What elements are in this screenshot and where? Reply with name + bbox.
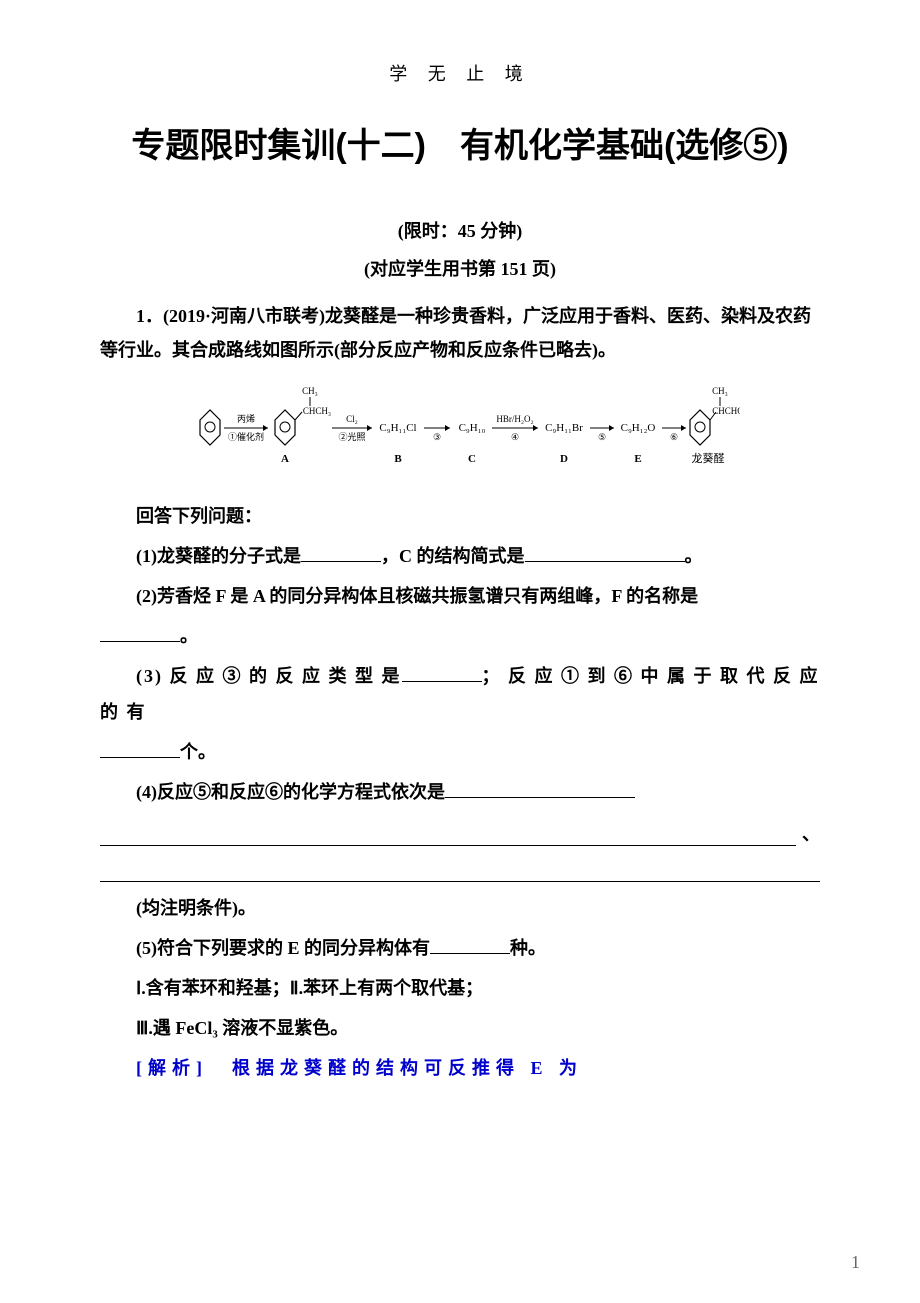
node-e: C₉H₁₂O E <box>621 422 656 465</box>
nodeD-formula: C₉H₁₁Br <box>545 422 583 434</box>
p5-prefix: (5)符合下列要求的 E 的同分异构体有 <box>136 938 430 958</box>
header-motto: 学 无 止 境 <box>100 60 820 86</box>
blank-p1a <box>301 544 381 562</box>
arrow4-bottom-label: ④ <box>511 432 519 442</box>
p1-prefix: (1)龙葵醛的分子式是 <box>136 546 301 566</box>
product-label: 龙葵醛 <box>692 451 725 465</box>
blank-line-p4b <box>100 854 820 882</box>
p3-prefix: (3) 反 应 ③ 的 反 应 类 型 是 <box>136 666 402 686</box>
nodeD-label: D <box>560 453 568 465</box>
node-c: C₉H₁₀ C <box>459 422 486 465</box>
blank-p3b <box>100 740 180 758</box>
question-number: 1． <box>136 306 163 326</box>
synthesis-diagram: 丙烯 ①催化剂 CHCH₃ CH₃ A Cl₂ ②光照 C₉H₁₁Cl B <box>100 380 820 480</box>
product-structure: CHCHO CH₃ 龙葵醛 <box>690 386 740 465</box>
analysis-text-suffix: E 为 <box>531 1058 584 1078</box>
p1-suffix: 。 <box>685 546 703 566</box>
nodeE-label: E <box>634 453 641 465</box>
subtitle-page-ref: (对应学生用书第 151 页) <box>100 255 820 281</box>
question-part-2: (2)芳香烃 F 是 A 的同分异构体且核磁共振氢谱只有两组峰，F 的名称是 <box>100 578 820 614</box>
product-top: CH₃ <box>712 386 728 396</box>
p5-suffix: 种。 <box>510 938 546 958</box>
arrow2-top-label: Cl₂ <box>346 414 358 424</box>
nodeC-label: C <box>468 453 476 465</box>
nodeB-formula: C₉H₁₁Cl <box>379 422 416 434</box>
question-part-3-blank: 个。 <box>100 734 820 770</box>
question-part-4: (4)反应⑤和反应⑥的化学方程式依次是 <box>100 774 820 810</box>
arrow-3: ③ <box>424 425 450 442</box>
product-mid: CHCHO <box>712 406 740 416</box>
p1-mid: ，C 的结构简式是 <box>381 546 525 566</box>
nodeA-mid: CHCH₃ <box>303 406 331 416</box>
node-d: C₉H₁₁Br D <box>545 422 583 465</box>
main-title: 专题限时集训(十二) 有机化学基础(选修⑤) <box>100 116 820 177</box>
question-source: (2019·河南八市联考) <box>163 306 325 326</box>
p4-prefix: (4)反应⑤和反应⑥的化学方程式依次是 <box>136 782 445 802</box>
arrow4-top-label: HBr/H₂O₂ <box>496 414 533 424</box>
arrow-6: ⑥ <box>662 425 686 442</box>
blank-p4-inline <box>445 780 635 798</box>
arrow-1: 丙烯 ①催化剂 <box>224 413 268 442</box>
condition-2: Ⅲ.遇 FeCl₃ 溶液不显紫色。 <box>100 1010 820 1046</box>
p2-suffix: 。 <box>180 626 198 646</box>
question-part-2-blank: 。 <box>100 618 820 654</box>
arrow2-bottom-label: ②光照 <box>338 431 365 442</box>
analysis-text-prefix: 根据龙葵醛的结构可反推得 <box>232 1058 520 1078</box>
question-part-5: (5)符合下列要求的 E 的同分异构体有 种。 <box>100 930 820 966</box>
nodeE-formula: C₉H₁₂O <box>621 422 656 434</box>
arrow-5: ⑤ <box>590 425 614 442</box>
blank-line-p4a: 、 <box>100 818 820 846</box>
question-part-1: (1)龙葵醛的分子式是 ，C 的结构简式是 。 <box>100 538 820 574</box>
nodeA-top: CH₃ <box>302 386 318 396</box>
question-part-4-note: (均注明条件)。 <box>100 890 820 926</box>
arrow5-bottom-label: ⑤ <box>598 432 606 442</box>
node-a-structure: CHCH₃ CH₃ A <box>275 386 331 465</box>
node-b: C₉H₁₁Cl B <box>379 422 416 465</box>
analysis-line: [解析] 根据龙葵醛的结构可反推得 E 为 <box>100 1050 820 1086</box>
benzene-start-icon <box>200 410 220 445</box>
subtitle-time-limit: (限时：45 分钟) <box>100 217 820 243</box>
condition-1: Ⅰ.含有苯环和羟基；Ⅱ.苯环上有两个取代基； <box>100 970 820 1006</box>
blank-p3a <box>402 664 482 682</box>
nodeC-formula: C₉H₁₀ <box>459 422 486 434</box>
nodeA-label: A <box>281 453 289 465</box>
question-part-3: (3) 反 应 ③ 的 反 应 类 型 是； 反 应 ① 到 ⑥ 中 属 于 取… <box>100 658 820 730</box>
nodeB-label: B <box>394 453 402 465</box>
arrow3-bottom-label: ③ <box>433 432 441 442</box>
analysis-label: [解析] <box>136 1058 208 1078</box>
arrow-2: Cl₂ ②光照 <box>332 414 372 442</box>
question-intro: 1．(2019·河南八市联考)龙葵醛是一种珍贵香料，广泛应用于香料、医药、染料及… <box>100 299 820 367</box>
p3-suffix: 个。 <box>180 742 216 762</box>
p4-sep: 、 <box>796 820 820 846</box>
arrow1-bottom-label: ①催化剂 <box>228 431 264 442</box>
answer-prompt: 回答下列问题： <box>100 498 820 534</box>
p2-prefix: (2)芳香烃 F 是 A 的同分异构体且核磁共振氢谱只有两组峰，F 的名称是 <box>136 586 698 606</box>
page-number: 1 <box>851 1252 860 1273</box>
arrow1-top-label: 丙烯 <box>237 413 255 424</box>
blank-p5 <box>430 936 510 954</box>
arrow6-bottom-label: ⑥ <box>670 432 678 442</box>
arrow-4: HBr/H₂O₂ ④ <box>492 414 538 442</box>
blank-p2 <box>100 624 180 642</box>
blank-p1b <box>525 544 685 562</box>
